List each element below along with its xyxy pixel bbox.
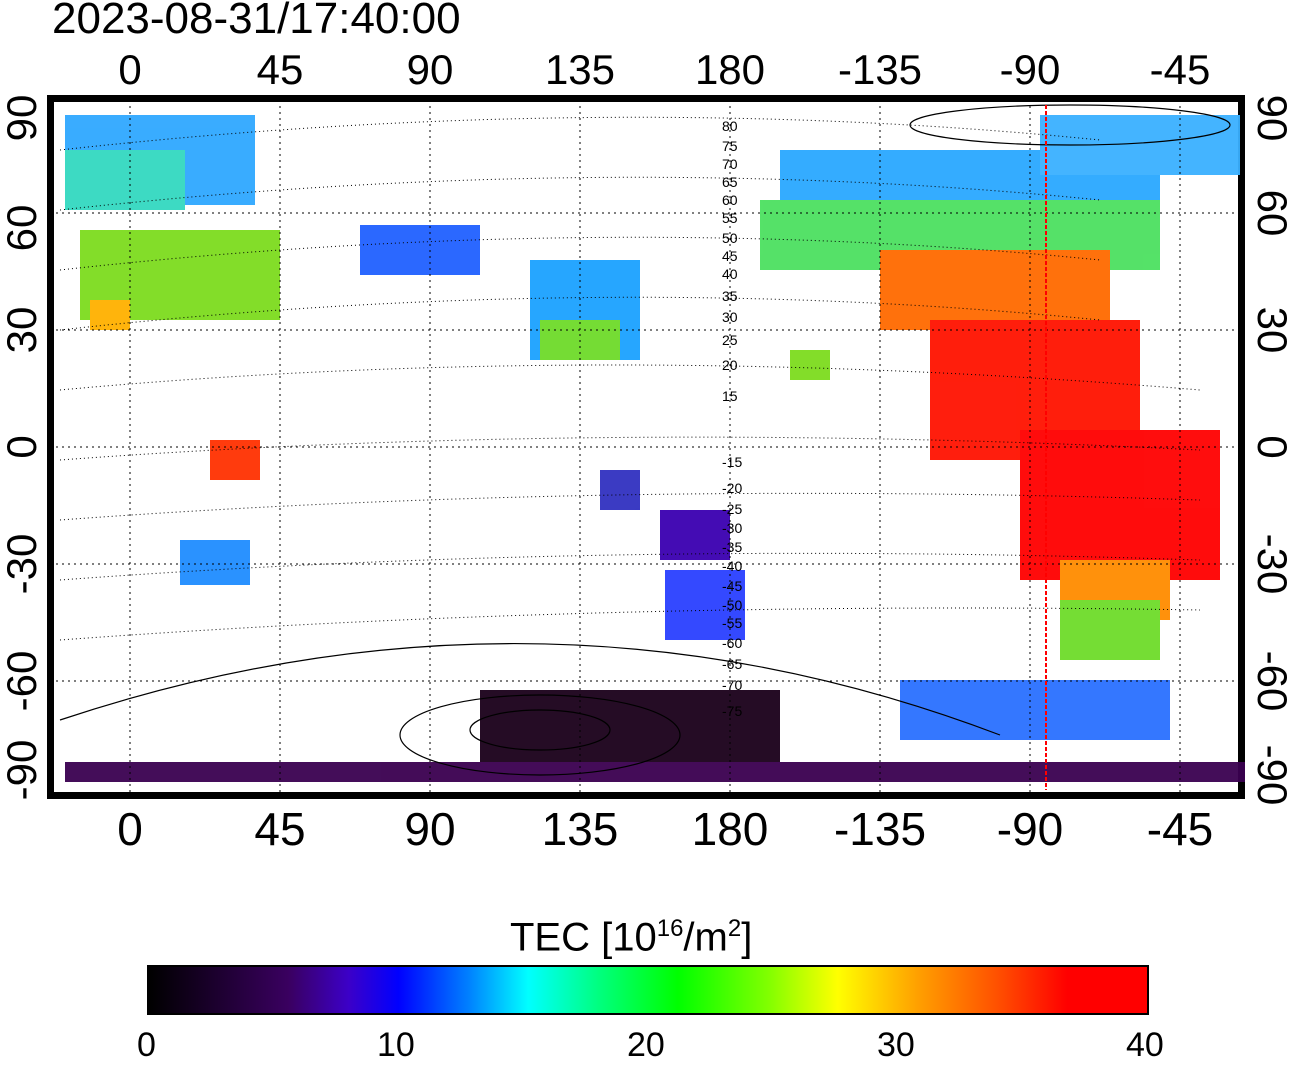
zenith-contours xyxy=(59,116,1201,641)
contour-label: 25 xyxy=(722,332,738,348)
left-tick: 30 xyxy=(0,307,45,354)
contour-label: 50 xyxy=(722,230,738,246)
contour-label: 45 xyxy=(722,248,738,264)
top-tick: 180 xyxy=(695,46,765,93)
bottom-tick: -90 xyxy=(997,803,1063,855)
tec-map: 0 45 90 135 180 -135 -90 -45 0 45 90 135… xyxy=(0,46,1294,855)
colorbar-tick: 40 xyxy=(1126,1026,1164,1064)
contour-label: 75 xyxy=(722,138,738,154)
contour-label: -75 xyxy=(722,703,742,719)
colorbar-tick: 10 xyxy=(377,1026,415,1064)
contour-label: -70 xyxy=(722,677,742,693)
bottom-tick: 90 xyxy=(404,803,455,855)
colorbar-tick: 30 xyxy=(877,1026,915,1064)
graticule xyxy=(50,100,1242,795)
left-tick: 90 xyxy=(0,95,45,142)
contour-labels-north: 80 75 70 65 60 55 50 45 40 35 30 25 20 1… xyxy=(722,118,738,404)
top-tick: -45 xyxy=(1150,46,1211,93)
colorbar-tick: 0 xyxy=(137,1026,156,1064)
contour-label: 20 xyxy=(722,357,738,373)
top-tick-labels: 0 45 90 135 180 -135 -90 -45 xyxy=(118,46,1210,93)
right-tick: -60 xyxy=(1249,651,1294,712)
right-tick: -90 xyxy=(1249,745,1294,806)
tec-data-patches xyxy=(65,115,1245,782)
left-tick: -30 xyxy=(0,534,45,595)
left-tick: -90 xyxy=(0,740,45,801)
contour-label: 65 xyxy=(722,174,738,190)
timestamp-title: 2023-08-31/17:40:00 xyxy=(52,0,461,43)
left-tick: 60 xyxy=(0,205,45,252)
left-tick: -60 xyxy=(0,651,45,712)
top-tick: -135 xyxy=(838,46,922,93)
contour-labels-south: -15 -20 -25 -30 -35 -40 -45 -50 -55 -60 … xyxy=(722,454,742,719)
contour-label: -45 xyxy=(722,578,742,594)
right-tick: 30 xyxy=(1249,307,1294,354)
contour-label: -15 xyxy=(722,454,742,470)
right-tick: 90 xyxy=(1249,95,1294,142)
colorbar-tick: 20 xyxy=(627,1026,665,1064)
contour-label: 30 xyxy=(722,309,738,325)
contour-label: 60 xyxy=(722,192,738,208)
bottom-tick-labels: 0 45 90 135 180 -135 -90 -45 xyxy=(117,803,1213,855)
contour-label: 40 xyxy=(722,266,738,282)
colorbar xyxy=(147,965,1149,1015)
bottom-tick: 180 xyxy=(692,803,769,855)
top-tick: 45 xyxy=(257,46,304,93)
bottom-tick: -135 xyxy=(834,803,926,855)
contour-label: -55 xyxy=(722,615,742,631)
bottom-tick: 135 xyxy=(542,803,619,855)
bottom-tick: -45 xyxy=(1147,803,1213,855)
contour-label: -40 xyxy=(722,558,742,574)
contour-label: -30 xyxy=(722,520,742,536)
contour-label: -50 xyxy=(722,597,742,613)
contour-label: -35 xyxy=(722,539,742,555)
top-tick: 0 xyxy=(118,46,141,93)
left-tick-labels: 90 60 30 0 -30 -60 -90 xyxy=(0,95,45,801)
right-tick-labels: 90 60 30 0 -30 -60 -90 xyxy=(1249,95,1294,806)
bottom-tick: 45 xyxy=(254,803,305,855)
top-tick: -90 xyxy=(1000,46,1061,93)
contour-label: 55 xyxy=(722,210,738,226)
right-tick: -30 xyxy=(1249,534,1294,595)
contour-label: 80 xyxy=(722,118,738,134)
contour-label: 35 xyxy=(722,288,738,304)
contour-label: 70 xyxy=(722,156,738,172)
top-tick: 90 xyxy=(407,46,454,93)
contour-label: -65 xyxy=(722,656,742,672)
contour-label: -60 xyxy=(722,635,742,651)
right-tick: 60 xyxy=(1249,190,1294,237)
contour-label: -25 xyxy=(722,501,742,517)
left-tick: 0 xyxy=(0,435,45,458)
top-tick: 135 xyxy=(545,46,615,93)
colorbar-title: TEC [1016/m2] xyxy=(510,915,753,960)
contour-label: 15 xyxy=(722,388,738,404)
dayside-contours xyxy=(59,104,1231,776)
bottom-tick: 0 xyxy=(117,803,143,855)
contour-label: -20 xyxy=(722,480,742,496)
right-tick: 0 xyxy=(1249,435,1294,458)
